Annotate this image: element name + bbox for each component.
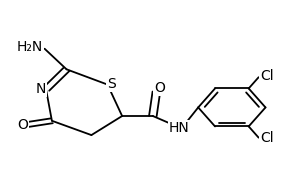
Text: Cl: Cl xyxy=(260,70,274,84)
Text: O: O xyxy=(154,81,165,95)
Text: S: S xyxy=(107,77,115,91)
Text: O: O xyxy=(17,118,28,132)
Text: HN: HN xyxy=(169,121,190,135)
Text: Cl: Cl xyxy=(260,131,274,145)
Text: N: N xyxy=(36,82,46,96)
Text: H₂N: H₂N xyxy=(16,40,43,54)
